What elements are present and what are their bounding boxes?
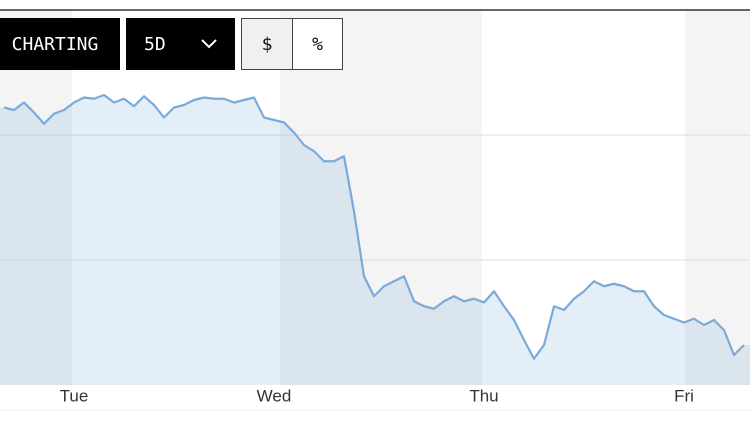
charting-button[interactable]: CHARTING [0, 18, 120, 70]
price-line [3, 93, 745, 360]
range-dropdown[interactable]: 5D [126, 18, 235, 70]
dollar-button[interactable]: $ [241, 18, 293, 70]
button-label: % [312, 33, 323, 55]
day-band [280, 10, 482, 385]
x-tick-label: Wed [257, 386, 292, 405]
button-label: 5D [144, 33, 166, 55]
line-area [0, 95, 750, 385]
x-tick-label: Tue [60, 386, 89, 405]
button-label: $ [261, 33, 273, 55]
button-label: CHARTING [11, 33, 99, 55]
x-tick-label: Fri [674, 386, 694, 405]
x-tick-label: Thu [469, 386, 498, 405]
day-band [0, 10, 72, 385]
chevron [201, 39, 217, 49]
percent-button[interactable]: % [292, 18, 343, 70]
